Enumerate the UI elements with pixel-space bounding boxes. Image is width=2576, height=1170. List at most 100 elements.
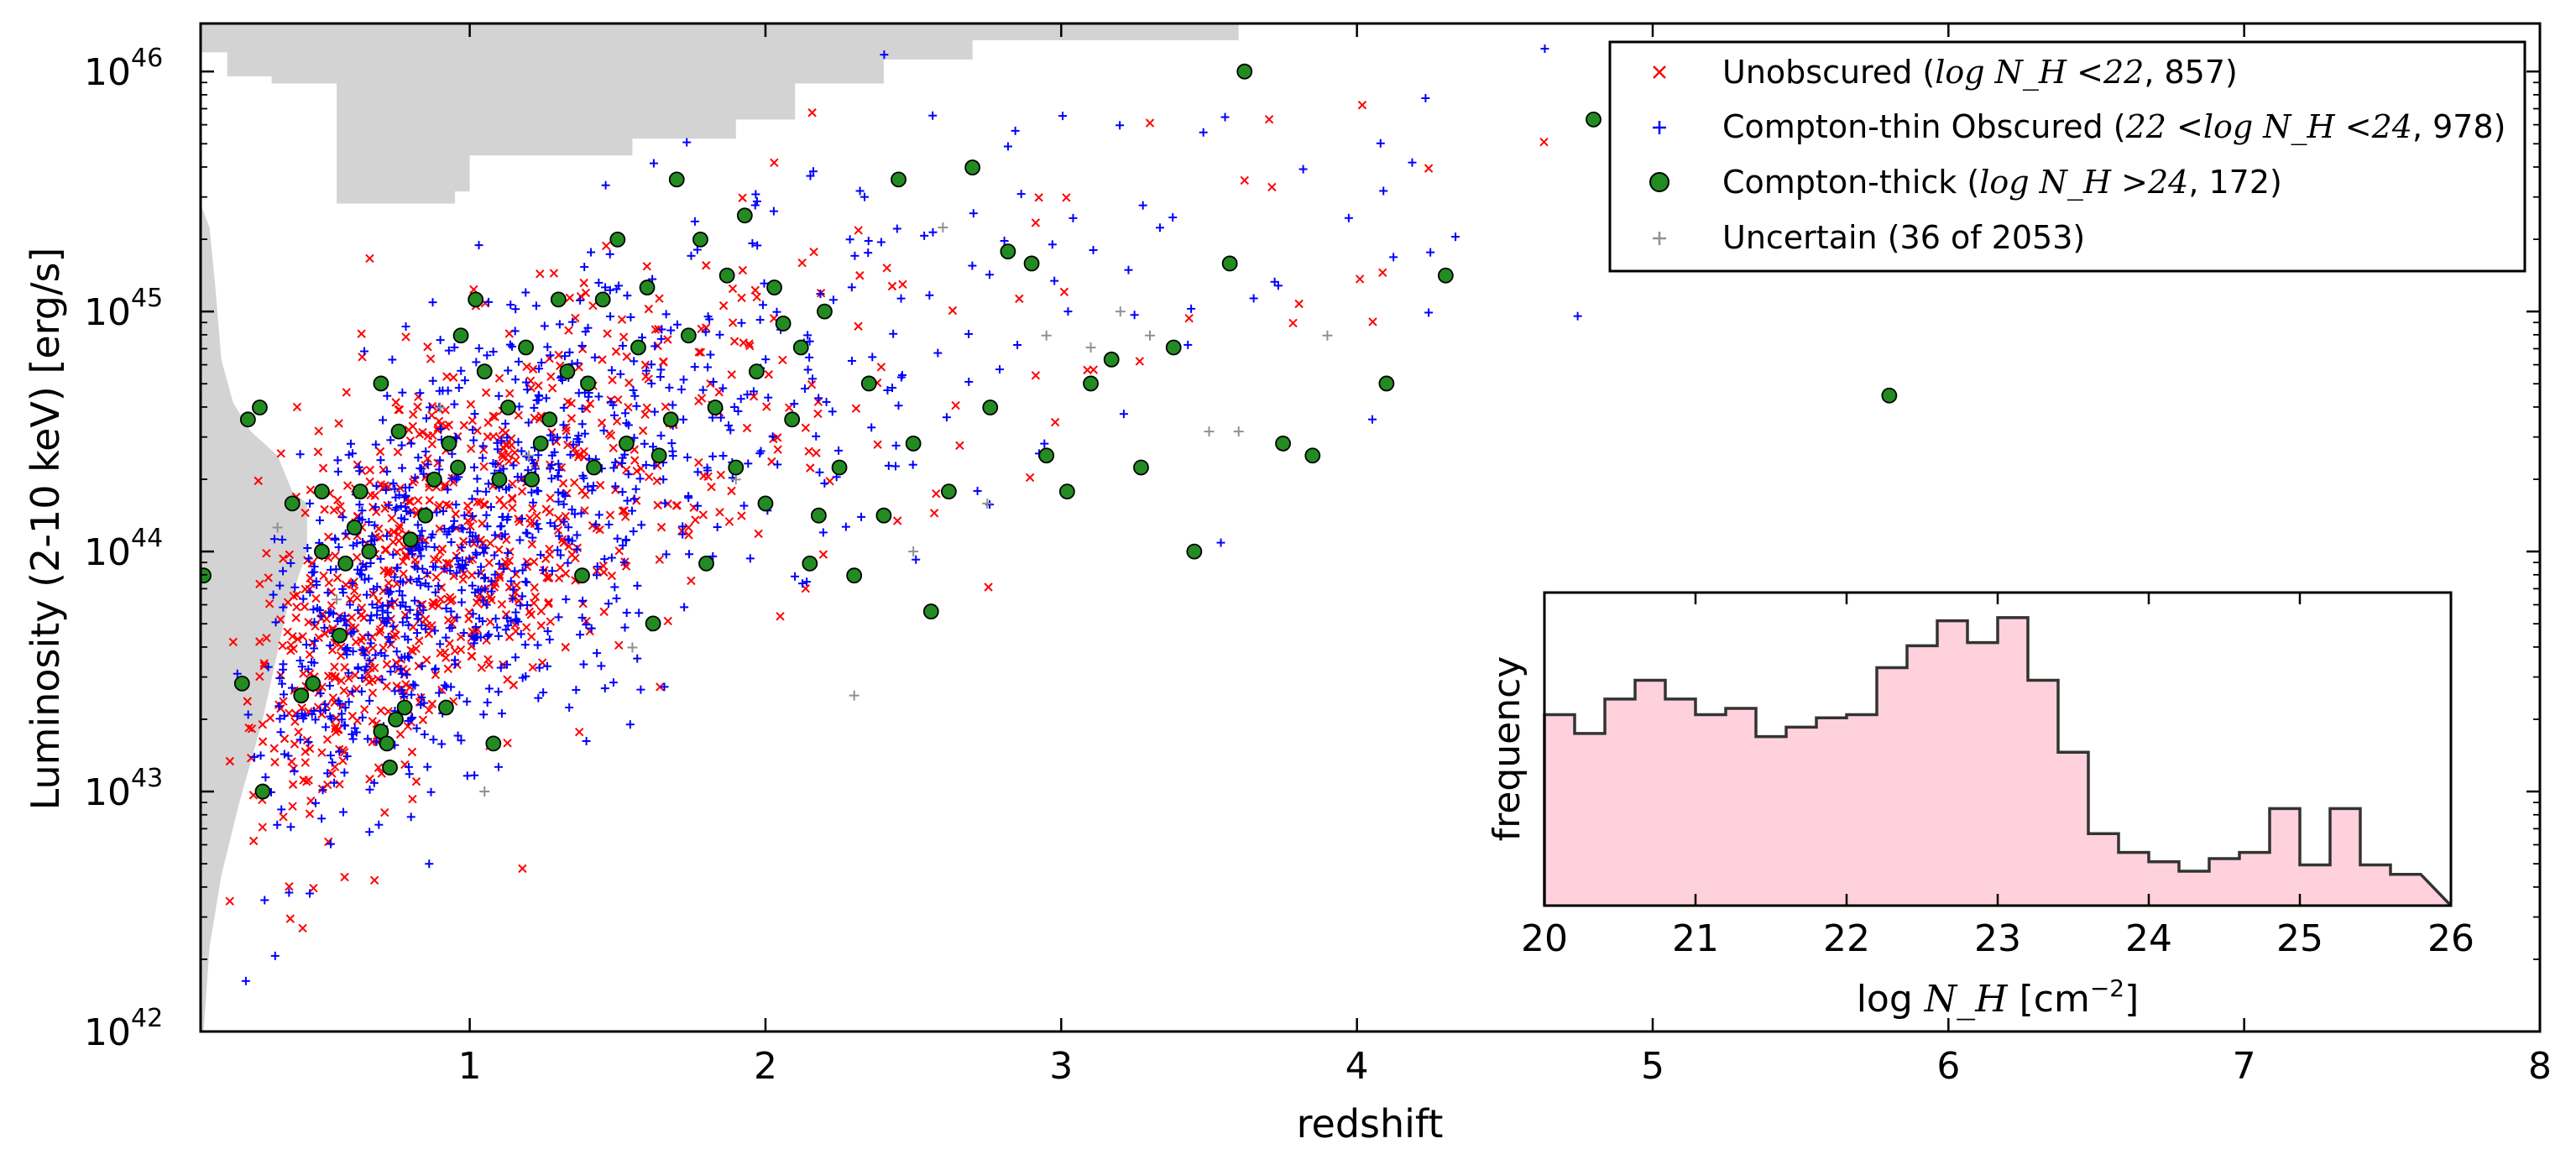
unobscured-point-stroke — [854, 321, 863, 331]
unobscured-point-stroke — [503, 675, 512, 684]
unobscured-point — [395, 729, 405, 739]
unobscured-point — [770, 158, 779, 168]
unobscured-point-stroke — [574, 727, 584, 737]
unobscured-point-stroke — [494, 373, 504, 383]
unobscured-point — [503, 739, 512, 748]
unobscured-point — [394, 405, 405, 415]
unobscured-point — [320, 504, 329, 514]
unobscured-point-stroke — [446, 593, 455, 602]
unobscured-point — [342, 388, 352, 397]
unobscured-point-stroke — [1184, 313, 1194, 323]
unobscured-point-stroke — [1089, 365, 1099, 374]
unobscured-point-stroke — [473, 498, 482, 507]
unobscured-point — [702, 261, 711, 270]
unobscured-point — [818, 550, 828, 559]
unobscured-point — [530, 557, 539, 567]
unobscured-point-stroke — [336, 502, 345, 511]
unobscured-point — [344, 673, 353, 683]
unobscured-point — [813, 409, 823, 419]
unobscured-point — [694, 347, 703, 357]
unobscured-point-stroke — [324, 578, 334, 588]
unobscured-point-stroke — [399, 569, 408, 578]
unobscured-point — [530, 592, 541, 602]
unobscured-point — [601, 241, 611, 251]
unobscured-point — [553, 525, 563, 535]
unobscured-point — [285, 882, 294, 891]
unobscured-point-stroke — [703, 472, 713, 481]
unobscured-point-stroke — [309, 883, 318, 893]
unobscured-point — [407, 747, 417, 757]
unobscured-point-stroke — [430, 555, 439, 564]
unobscured-point-stroke — [813, 409, 823, 419]
unobscured-point-stroke — [818, 550, 828, 559]
unobscured-point-stroke — [442, 372, 452, 381]
unobscured-point-stroke — [598, 355, 607, 364]
unobscured-point — [365, 477, 374, 487]
unobscured-point — [339, 686, 348, 696]
unobscured-point-stroke — [1015, 294, 1024, 304]
unobscured-point-stroke — [405, 497, 415, 506]
unobscured-point — [327, 769, 337, 778]
unobscured-point — [608, 375, 617, 384]
unobscured-point — [279, 812, 288, 822]
unobscured-point-stroke — [300, 747, 310, 756]
unobscured-point — [854, 321, 863, 331]
unobscured-point-stroke — [1083, 365, 1092, 375]
unobscured-point — [951, 400, 960, 410]
unobscured-point-stroke — [509, 681, 519, 690]
unobscured-point — [551, 436, 561, 447]
unobscured-point — [459, 420, 469, 430]
unobscured-point-stroke — [305, 809, 315, 818]
unobscured-point-stroke — [413, 496, 423, 505]
unobscured-point-stroke — [228, 637, 238, 647]
unobscured-point — [546, 617, 556, 626]
unobscured-point-stroke — [653, 500, 662, 510]
unobscured-point — [243, 697, 252, 706]
unobscured-point-stroke — [394, 405, 405, 415]
unobscured-point-stroke — [955, 441, 964, 451]
unobscured-point — [479, 462, 489, 472]
unobscured-point-stroke — [291, 613, 300, 623]
unobscured-point-stroke — [510, 448, 520, 457]
unobscured-point — [498, 452, 507, 462]
unobscured-point-stroke — [1240, 175, 1249, 185]
unobscured-point-stroke — [342, 481, 353, 490]
unobscured-point-stroke — [494, 570, 504, 580]
unobscured-point-stroke — [413, 402, 422, 411]
unobscured-point-stroke — [809, 247, 818, 257]
unobscured-point — [393, 447, 403, 457]
unobscured-point-stroke — [298, 923, 307, 933]
unobscured-point — [353, 593, 362, 603]
unobscured-point — [372, 507, 381, 517]
unobscured-point-stroke — [479, 462, 489, 472]
unobscured-point-stroke — [425, 495, 435, 505]
unobscured-point-stroke — [570, 478, 579, 488]
unobscured-point-stroke — [622, 352, 631, 362]
unobscured-point — [567, 414, 577, 423]
unobscured-point — [293, 635, 302, 644]
unobscured-point — [703, 472, 713, 481]
unobscured-point-stroke — [501, 440, 510, 450]
unobscured-point-stroke — [522, 623, 531, 632]
unobscured-point — [336, 650, 346, 661]
unobscured-point — [247, 724, 257, 734]
unobscured-point — [598, 355, 607, 364]
unobscured-point-stroke — [577, 486, 587, 495]
unobscured-point-stroke — [327, 769, 337, 778]
unobscured-point-stroke — [288, 631, 297, 641]
unobscured-point-stroke — [304, 707, 313, 717]
unobscured-point — [984, 582, 993, 592]
unobscured-point-stroke — [1031, 371, 1041, 380]
unobscured-point-stroke — [418, 715, 428, 724]
unobscured-point — [382, 682, 391, 691]
unobscured-point — [1355, 274, 1365, 284]
unobscured-point-stroke — [283, 627, 292, 637]
unobscured-point-stroke — [564, 326, 573, 335]
unobscured-point — [929, 509, 939, 518]
unobscured-point-stroke — [536, 269, 545, 279]
unobscured-point-stroke — [408, 410, 418, 419]
unobscured-point — [399, 569, 408, 578]
unobscured-point-stroke — [313, 703, 323, 712]
unobscured-point — [728, 318, 738, 327]
unobscured-point — [318, 463, 328, 473]
